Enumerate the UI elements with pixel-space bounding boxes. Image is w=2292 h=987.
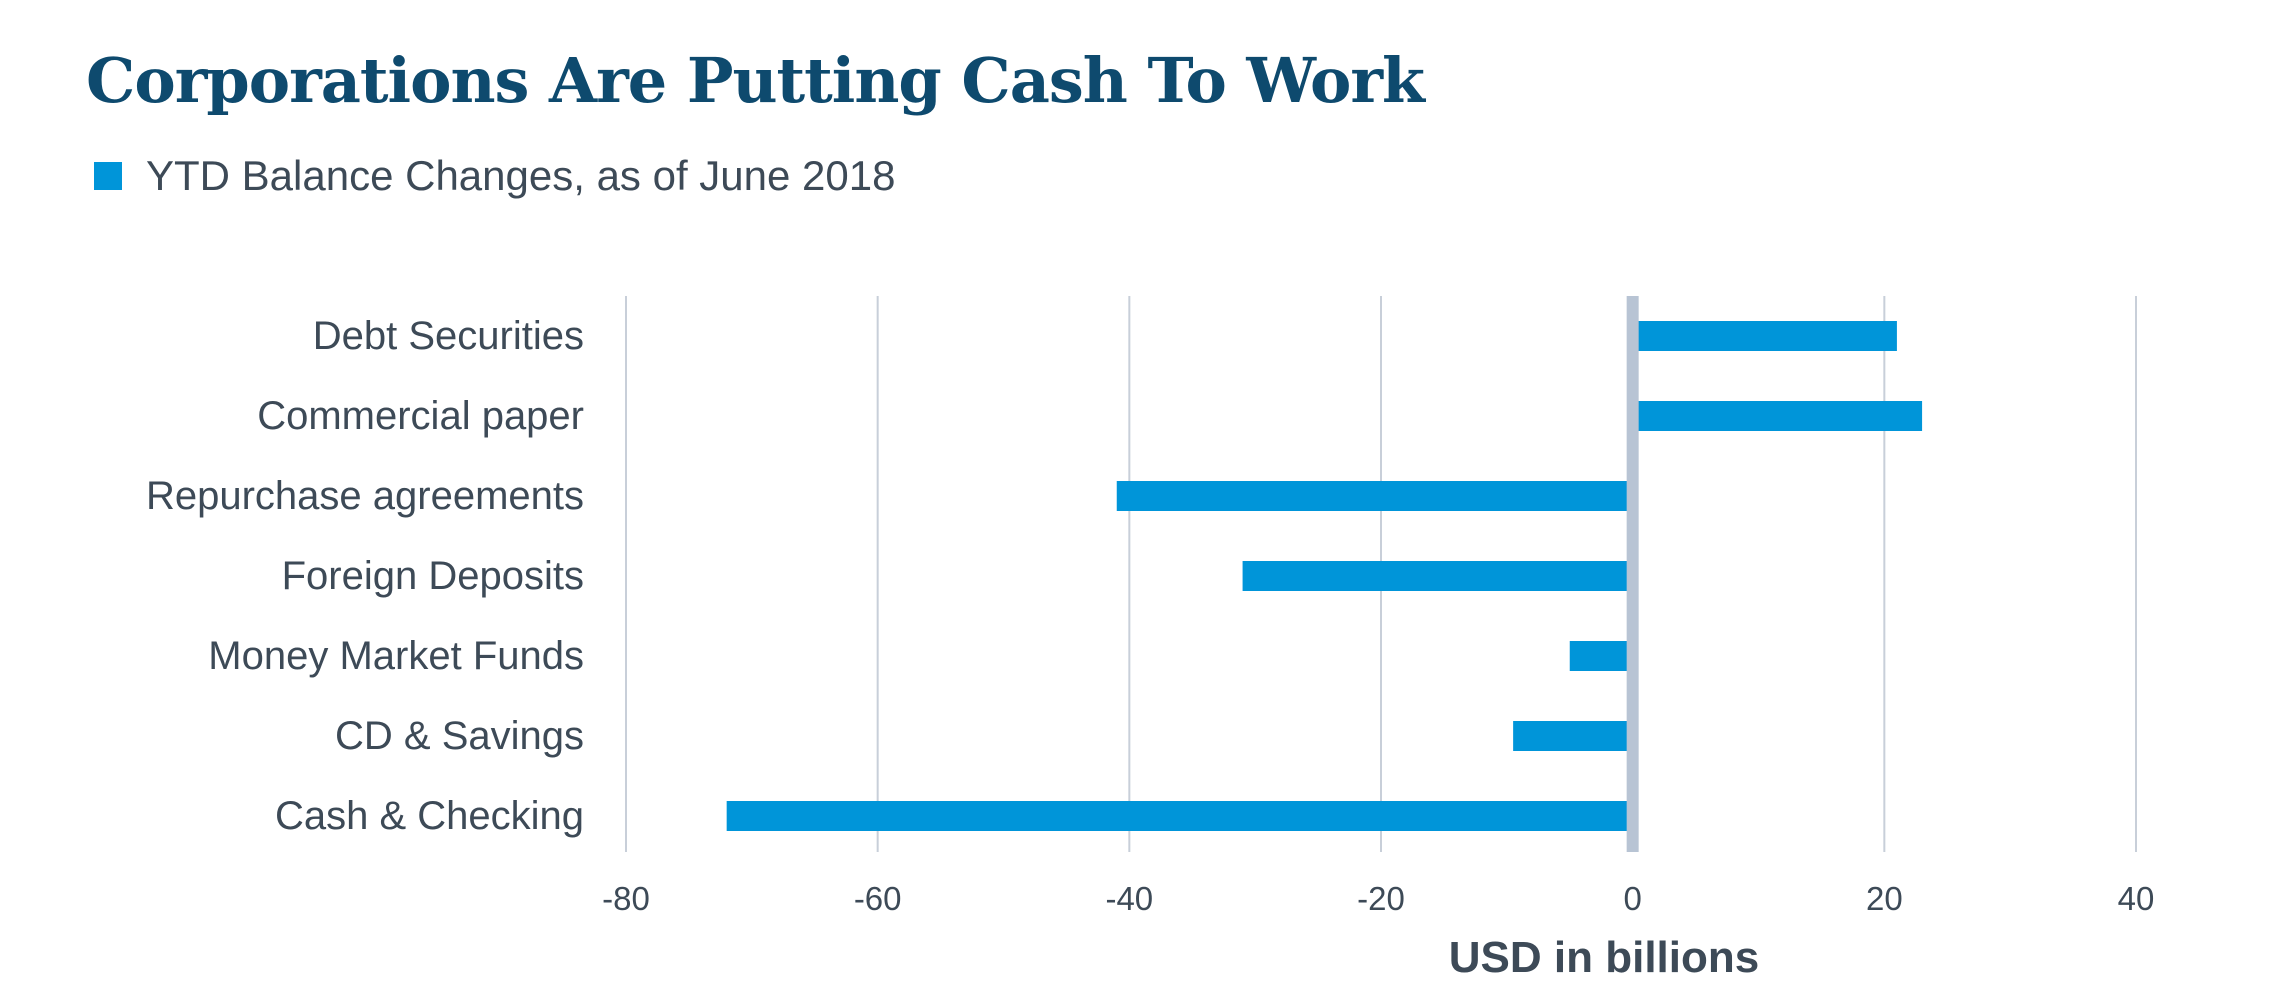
category-label: Money Market Funds [208,634,584,678]
category-label: Debt Securities [313,314,584,358]
x-tick-label: -20 [1357,880,1405,917]
x-axis-title: USD in billions [1449,933,1759,982]
category-label: CD & Savings [335,714,584,758]
bar [1632,401,1923,431]
x-tick-label: 20 [1866,880,1903,917]
x-tick-label: -80 [602,880,650,917]
legend-label: YTD Balance Changes, as of June 2018 [146,152,896,199]
x-tick-label: -60 [854,880,902,917]
zero-line [1626,296,1639,852]
bar [726,801,1633,831]
category-label: Foreign Deposits [282,554,584,598]
x-tick-label: -40 [1105,880,1153,917]
category-label: Commercial paper [257,394,584,438]
legend-swatch [94,162,122,190]
chart-title: Corporations Are Putting Cash To Work [86,44,1425,117]
bar [1569,641,1633,671]
category-label: Cash & Checking [275,794,584,838]
bar [1513,721,1633,751]
chart-legend: YTD Balance Changes, as of June 2018 [94,152,895,200]
bar [1242,561,1633,591]
x-tick-label: 0 [1623,880,1641,917]
category-label: Repurchase agreements [146,474,584,518]
bar [1116,481,1633,511]
x-tick-label: 40 [2118,880,2155,917]
bar [1632,321,1897,351]
